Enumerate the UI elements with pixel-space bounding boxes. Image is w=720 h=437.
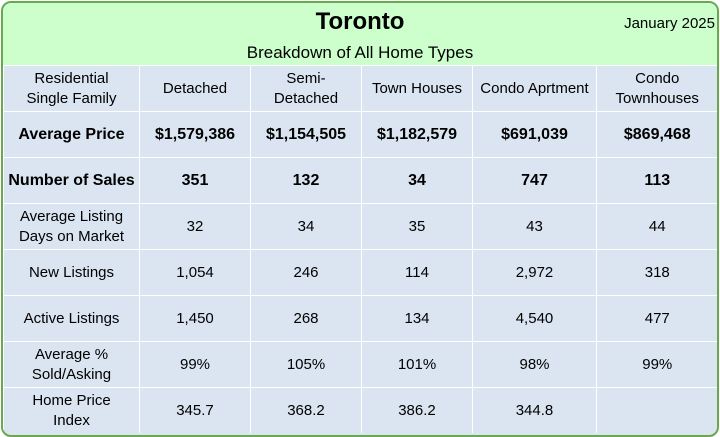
table-cell: 98%: [472, 341, 597, 388]
row-label: Average % Sold/Asking: [3, 341, 140, 388]
home-types-table: Residential Single Family Detached Semi-…: [3, 65, 717, 433]
table-cell: 344.8: [472, 387, 597, 433]
report-header: Toronto January 2025 Breakdown of All Ho…: [3, 3, 717, 66]
table-cell: 1,054: [139, 249, 251, 296]
report-date: January 2025: [624, 15, 715, 32]
table-cell: 747: [472, 157, 597, 204]
column-header: Semi- Detached: [250, 65, 362, 112]
row-label: Average Price: [3, 111, 140, 158]
table-cell: 113: [596, 157, 717, 204]
table-cell: 4,540: [472, 295, 597, 342]
table-cell: $1,182,579: [361, 111, 473, 158]
column-header: Condo Townhouses: [596, 65, 717, 112]
column-header: Town Houses: [361, 65, 473, 112]
table-cell: 368.2: [250, 387, 362, 433]
table-cell: 43: [472, 203, 597, 250]
table-cell: 318: [596, 249, 717, 296]
table-cell: 34: [361, 157, 473, 204]
table-cell: $691,039: [472, 111, 597, 158]
table-cell: [596, 387, 717, 433]
table-cell: 35: [361, 203, 473, 250]
row-label: Home Price Index: [3, 387, 140, 433]
column-header: Condo Aprtment: [472, 65, 597, 112]
table-row: Average Listing Days on Market 32 34 35 …: [3, 203, 717, 250]
table-cell: 351: [139, 157, 251, 204]
table-cell: 477: [596, 295, 717, 342]
table-row: Average % Sold/Asking 99% 105% 101% 98% …: [3, 341, 717, 388]
table-row: Average Price $1,579,386 $1,154,505 $1,1…: [3, 111, 717, 158]
column-header: Residential Single Family: [3, 65, 140, 112]
table-cell: $1,154,505: [250, 111, 362, 158]
table-header-row: Residential Single Family Detached Semi-…: [3, 65, 717, 112]
row-label: Active Listings: [3, 295, 140, 342]
table-cell: 114: [361, 249, 473, 296]
row-label: New Listings: [3, 249, 140, 296]
table-cell: 99%: [596, 341, 717, 388]
table-cell: 132: [250, 157, 362, 204]
table-cell: 34: [250, 203, 362, 250]
row-label: Number of Sales: [3, 157, 140, 204]
table-cell: 345.7: [139, 387, 251, 433]
table-cell: 2,972: [472, 249, 597, 296]
report-title: Toronto: [315, 8, 405, 35]
table-cell: 134: [361, 295, 473, 342]
row-label: Average Listing Days on Market: [3, 203, 140, 250]
table-cell: 246: [250, 249, 362, 296]
table-cell: 105%: [250, 341, 362, 388]
table-row: Number of Sales 351 132 34 747 113: [3, 157, 717, 204]
table-cell: 1,450: [139, 295, 251, 342]
table-cell: 268: [250, 295, 362, 342]
table-cell: $1,579,386: [139, 111, 251, 158]
table-cell: 386.2: [361, 387, 473, 433]
column-header: Detached: [139, 65, 251, 112]
report-subtitle: Breakdown of All Home Types: [246, 43, 474, 62]
table-row: New Listings 1,054 246 114 2,972 318: [3, 249, 717, 296]
table-cell: 32: [139, 203, 251, 250]
table-row: Home Price Index 345.7 368.2 386.2 344.8: [3, 387, 717, 433]
table-cell: $869,468: [596, 111, 717, 158]
table-cell: 44: [596, 203, 717, 250]
table-cell: 99%: [139, 341, 251, 388]
table-row: Active Listings 1,450 268 134 4,540 477: [3, 295, 717, 342]
table-cell: 101%: [361, 341, 473, 388]
